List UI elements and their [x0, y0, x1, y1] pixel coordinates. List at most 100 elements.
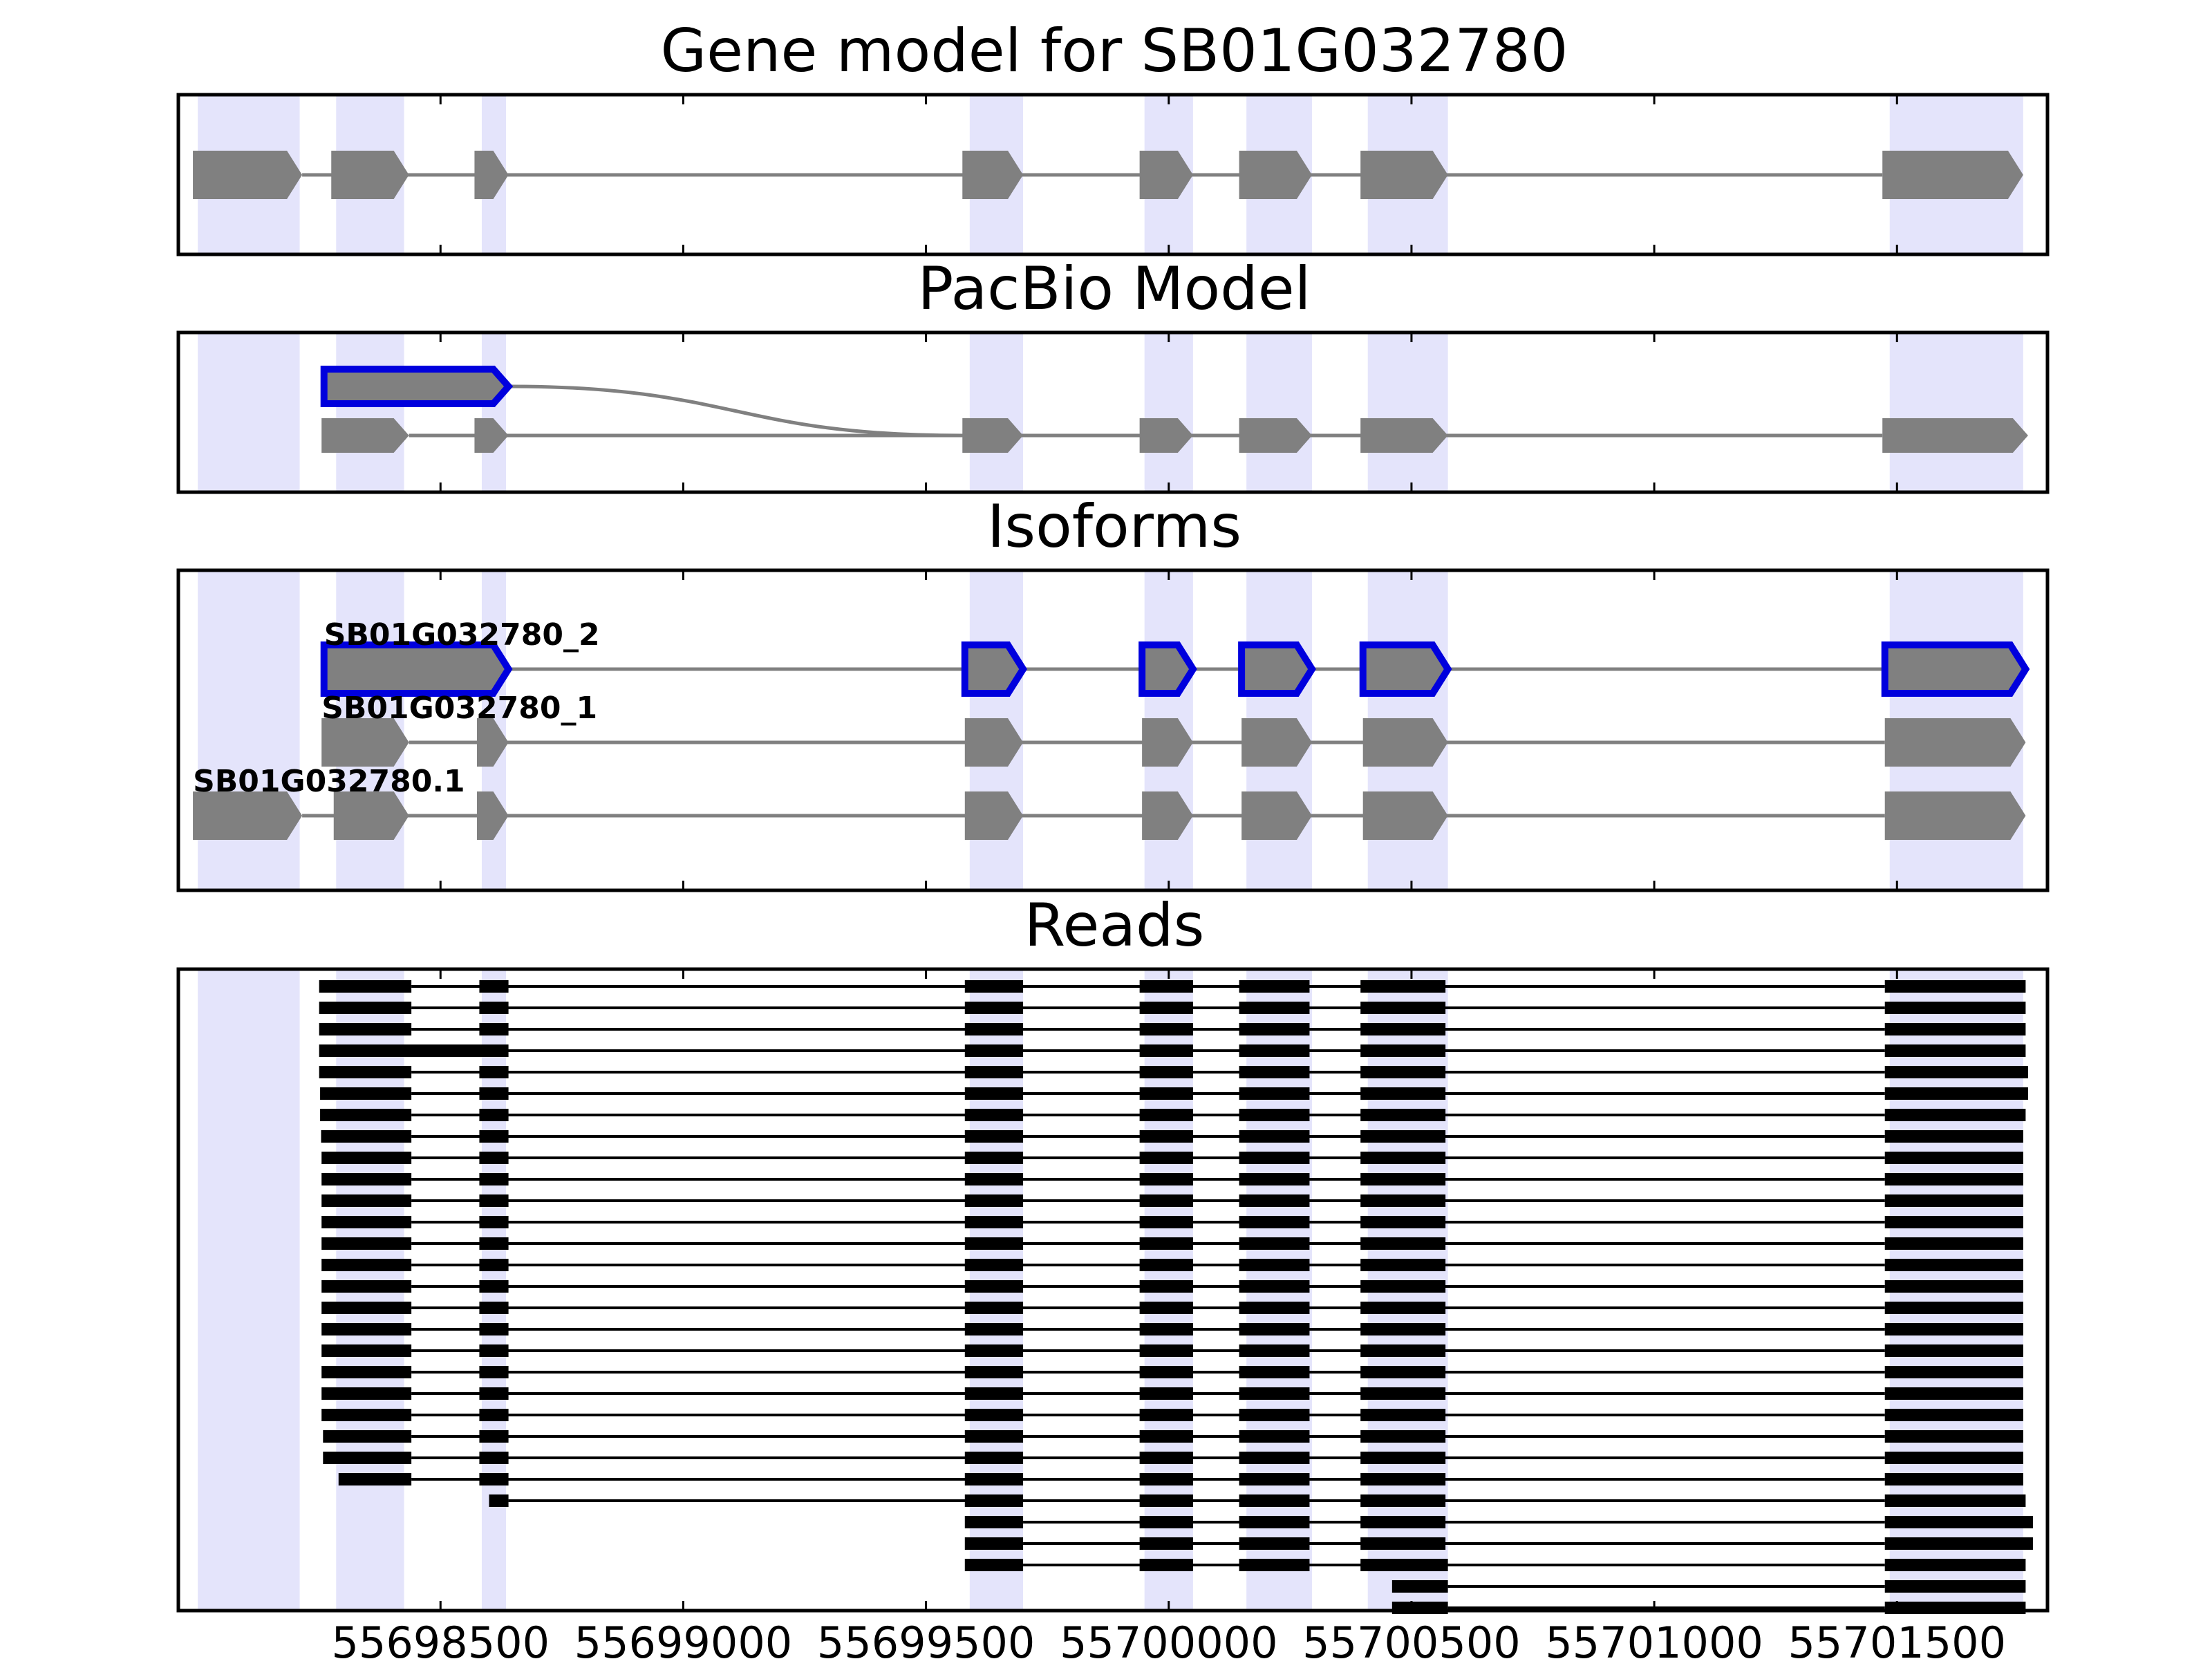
read-block	[1139, 1066, 1193, 1078]
tracks-isoforms: SB01G032780_2 SB01G032780_1 SB01G032780.1	[193, 617, 2030, 840]
read-block	[479, 1280, 509, 1293]
x-tick-label: 55700500	[1302, 1618, 1521, 1659]
x-tick-label: 55698500	[331, 1618, 550, 1659]
read-block	[321, 1194, 412, 1207]
isoform-label: SB01G032780.1	[193, 764, 465, 799]
read-block	[1884, 1580, 2026, 1593]
panel-title-isoforms: Isoforms	[987, 492, 1241, 561]
read-block	[1360, 1537, 1446, 1550]
read-17	[321, 1323, 2023, 1335]
exon	[476, 791, 509, 840]
read-block	[1360, 1280, 1446, 1293]
read-block	[479, 1302, 509, 1314]
read-block	[479, 1259, 509, 1271]
read-block	[1360, 1044, 1446, 1057]
read-block	[1360, 1344, 1446, 1357]
read-block	[1884, 1280, 2023, 1293]
read-block	[479, 1452, 509, 1464]
tracks-gene-model	[193, 151, 2023, 199]
shaded-region-1	[198, 969, 300, 1611]
exon	[321, 718, 409, 767]
shaded-region-6	[1246, 332, 1312, 492]
read-block	[1239, 1452, 1310, 1464]
highlighted-exon	[1881, 641, 2030, 697]
exon	[1241, 791, 1312, 840]
read-block	[1139, 1280, 1193, 1293]
exon	[1239, 418, 1312, 453]
x-tick-label: 55700000	[1060, 1618, 1278, 1659]
exon	[1882, 418, 2028, 453]
read-block	[338, 1473, 412, 1485]
read-block	[1139, 1516, 1193, 1528]
read-block	[479, 1344, 509, 1357]
read-block	[1139, 1237, 1193, 1250]
read-block	[1360, 1387, 1446, 1400]
read-block	[479, 1366, 509, 1378]
read-block	[1139, 1152, 1193, 1164]
read-block	[320, 1087, 412, 1100]
read-block	[1139, 1409, 1193, 1421]
read-block	[1884, 1516, 2033, 1528]
read-block	[1239, 1259, 1310, 1271]
read-block	[1139, 1473, 1193, 1485]
read-block	[1360, 1023, 1446, 1035]
read-block	[1360, 1152, 1446, 1164]
read-block	[1884, 1002, 2026, 1014]
panel-title-reads: Reads	[1024, 891, 1205, 960]
shaded-region-3	[481, 332, 507, 492]
read-23	[323, 1452, 2023, 1464]
read-block	[1239, 1302, 1310, 1314]
highlighted-exon	[1359, 641, 1452, 697]
read-block	[321, 1237, 412, 1250]
x-tick-label: 55699500	[817, 1618, 1035, 1659]
read-block	[1360, 1130, 1446, 1143]
track-1: SB01G032780_2	[320, 617, 2030, 697]
panel-isoforms: Isoforms SB01G032780_2SB01G032780_1SB01G…	[176, 492, 2050, 892]
read-block	[1239, 1537, 1310, 1550]
shaded-region-1	[198, 332, 300, 492]
read-18	[321, 1344, 2023, 1357]
track-1	[193, 151, 2023, 199]
read-block	[964, 1109, 1024, 1121]
exon	[476, 718, 509, 767]
read-block	[964, 1066, 1024, 1078]
read-5	[319, 1066, 2028, 1078]
read-block	[964, 1344, 1024, 1357]
read-block	[1884, 1152, 2023, 1164]
read-block	[319, 1002, 412, 1014]
read-13	[321, 1237, 2023, 1250]
exon	[1139, 418, 1193, 453]
read-block	[1139, 1023, 1193, 1035]
read-block	[1884, 1173, 2023, 1185]
read-20	[321, 1387, 2023, 1400]
read-block	[1884, 980, 2026, 993]
read-block	[964, 1237, 1024, 1250]
read-block	[1884, 1302, 2023, 1314]
read-block	[1884, 1044, 2026, 1057]
read-block	[1884, 1216, 2023, 1228]
read-block	[1239, 1516, 1310, 1528]
read-block	[964, 1152, 1024, 1164]
read-block	[479, 1109, 509, 1121]
read-block	[964, 1130, 1024, 1143]
read-block	[964, 1194, 1024, 1207]
read-block	[1239, 1002, 1310, 1014]
read-block	[1360, 1409, 1446, 1421]
read-block	[964, 980, 1024, 993]
read-block	[320, 1109, 412, 1121]
read-11	[321, 1194, 2023, 1207]
read-block	[1139, 1430, 1193, 1443]
shaded-region-2	[336, 332, 404, 492]
read-12	[321, 1216, 2023, 1228]
read-block	[964, 1430, 1024, 1443]
read-block	[1239, 1387, 1310, 1400]
read-block	[1239, 1344, 1310, 1357]
read-block	[1884, 1237, 2023, 1250]
read-block	[323, 1452, 412, 1464]
read-block	[1360, 1366, 1446, 1378]
exon	[964, 718, 1024, 767]
exon	[1360, 418, 1448, 453]
read-block	[1139, 1002, 1193, 1014]
read-block	[479, 1194, 509, 1207]
